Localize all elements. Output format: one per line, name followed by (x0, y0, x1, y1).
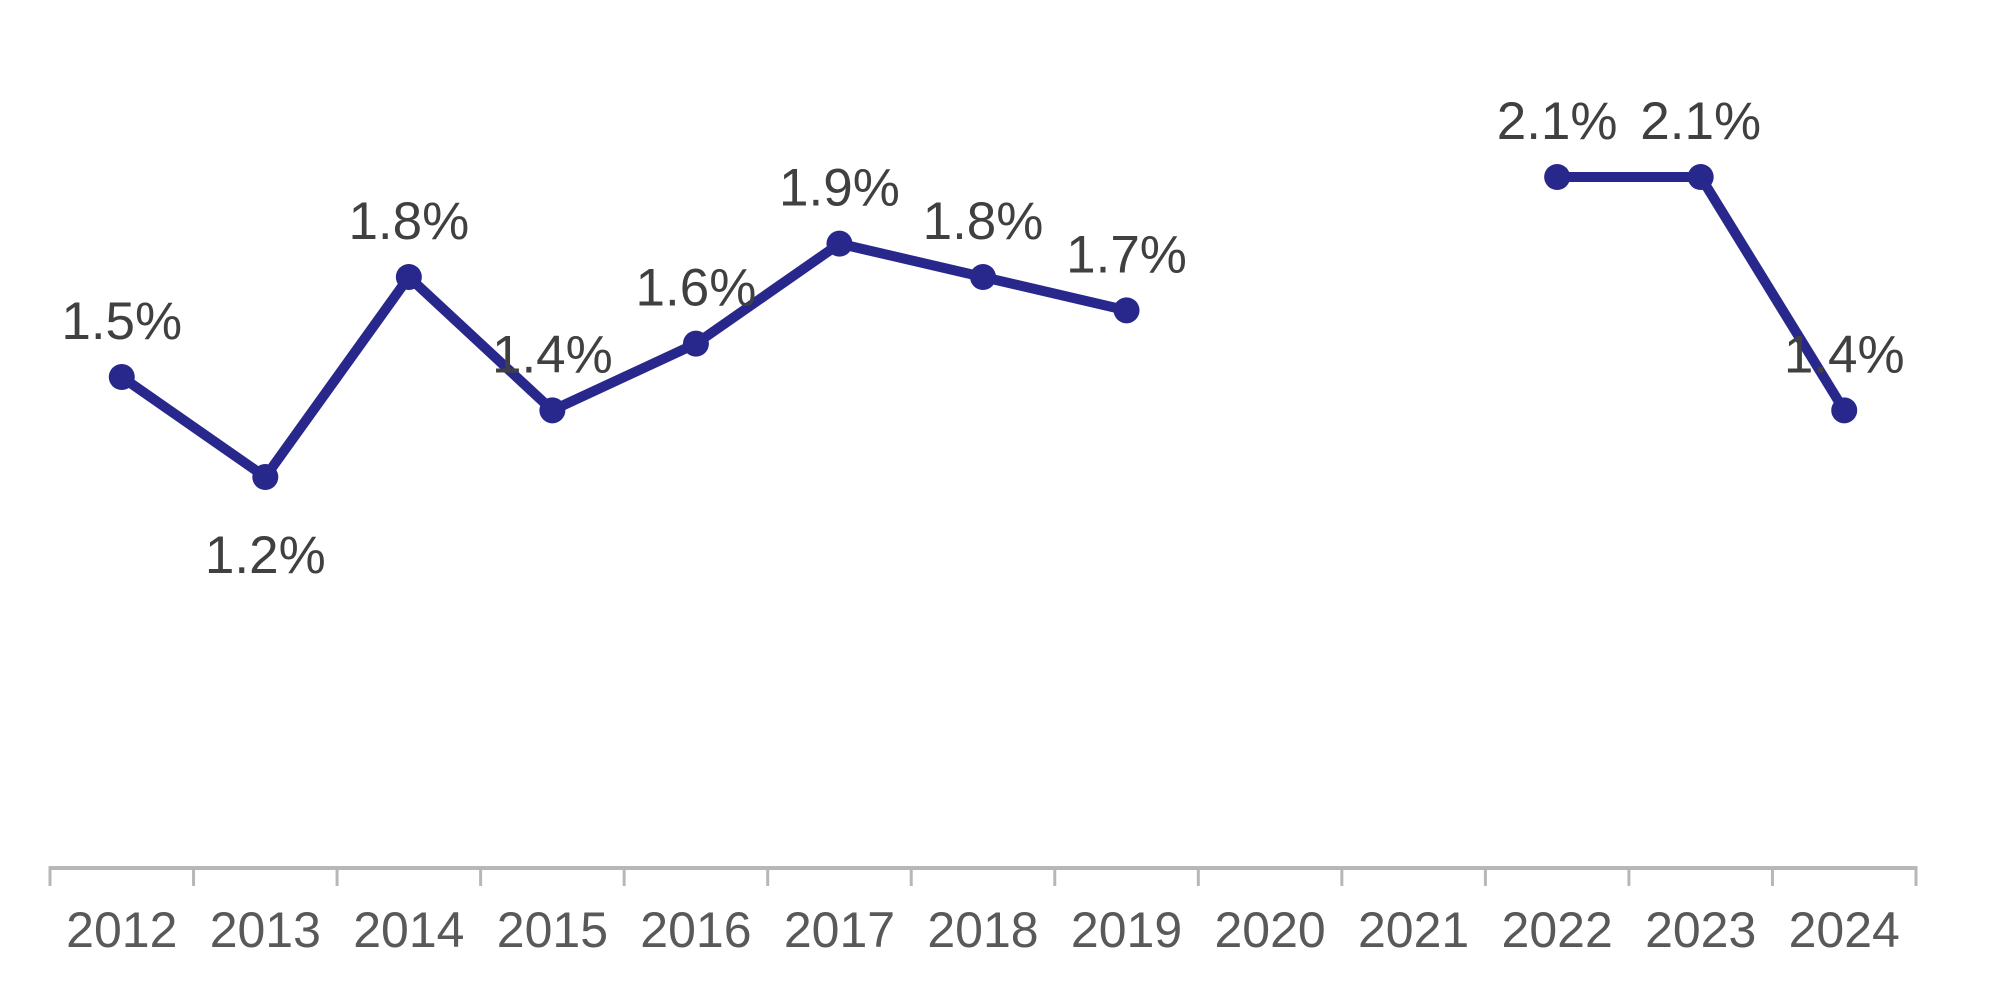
x-axis-label: 2019 (1071, 902, 1182, 958)
data-label: 1.9% (779, 159, 900, 218)
x-axis-label: 2020 (1214, 902, 1325, 958)
data-point (108, 364, 135, 390)
data-point (1687, 164, 1714, 190)
data-label: 2.1% (1497, 92, 1618, 151)
data-label: 1.8% (348, 192, 469, 251)
x-axis-label: 2015 (497, 902, 608, 958)
data-label: 1.4% (492, 325, 613, 384)
x-axis-label: 2016 (640, 902, 751, 958)
x-axis-label: 2024 (1789, 902, 1900, 958)
data-label: 1.7% (1066, 225, 1187, 284)
data-point (539, 397, 566, 424)
x-axis-label: 2013 (210, 902, 321, 958)
data-line-segment (116, 238, 1132, 482)
data-point (826, 230, 853, 257)
x-axis-label: 2021 (1358, 902, 1469, 958)
data-point (395, 264, 422, 290)
x-axis-label: 2014 (353, 902, 464, 958)
data-point (1544, 164, 1571, 190)
data-label: 1.5% (61, 292, 182, 351)
data-label: 1.2% (205, 526, 326, 585)
x-axis-label: 2018 (927, 902, 1038, 958)
x-axis-label: 2022 (1502, 902, 1613, 958)
data-label: 2.1% (1640, 92, 1761, 151)
data-point (252, 464, 279, 490)
data-point (682, 330, 709, 357)
data-label: 1.6% (636, 259, 757, 318)
x-axis-label: 2012 (66, 902, 177, 958)
data-label: 1.8% (923, 192, 1044, 251)
data-point (1831, 397, 1858, 424)
x-axis-label: 2023 (1645, 902, 1756, 958)
x-axis-label: 2017 (784, 902, 895, 958)
data-point (970, 264, 996, 290)
data-point (1113, 297, 1140, 324)
data-label: 1.4% (1784, 325, 1905, 384)
